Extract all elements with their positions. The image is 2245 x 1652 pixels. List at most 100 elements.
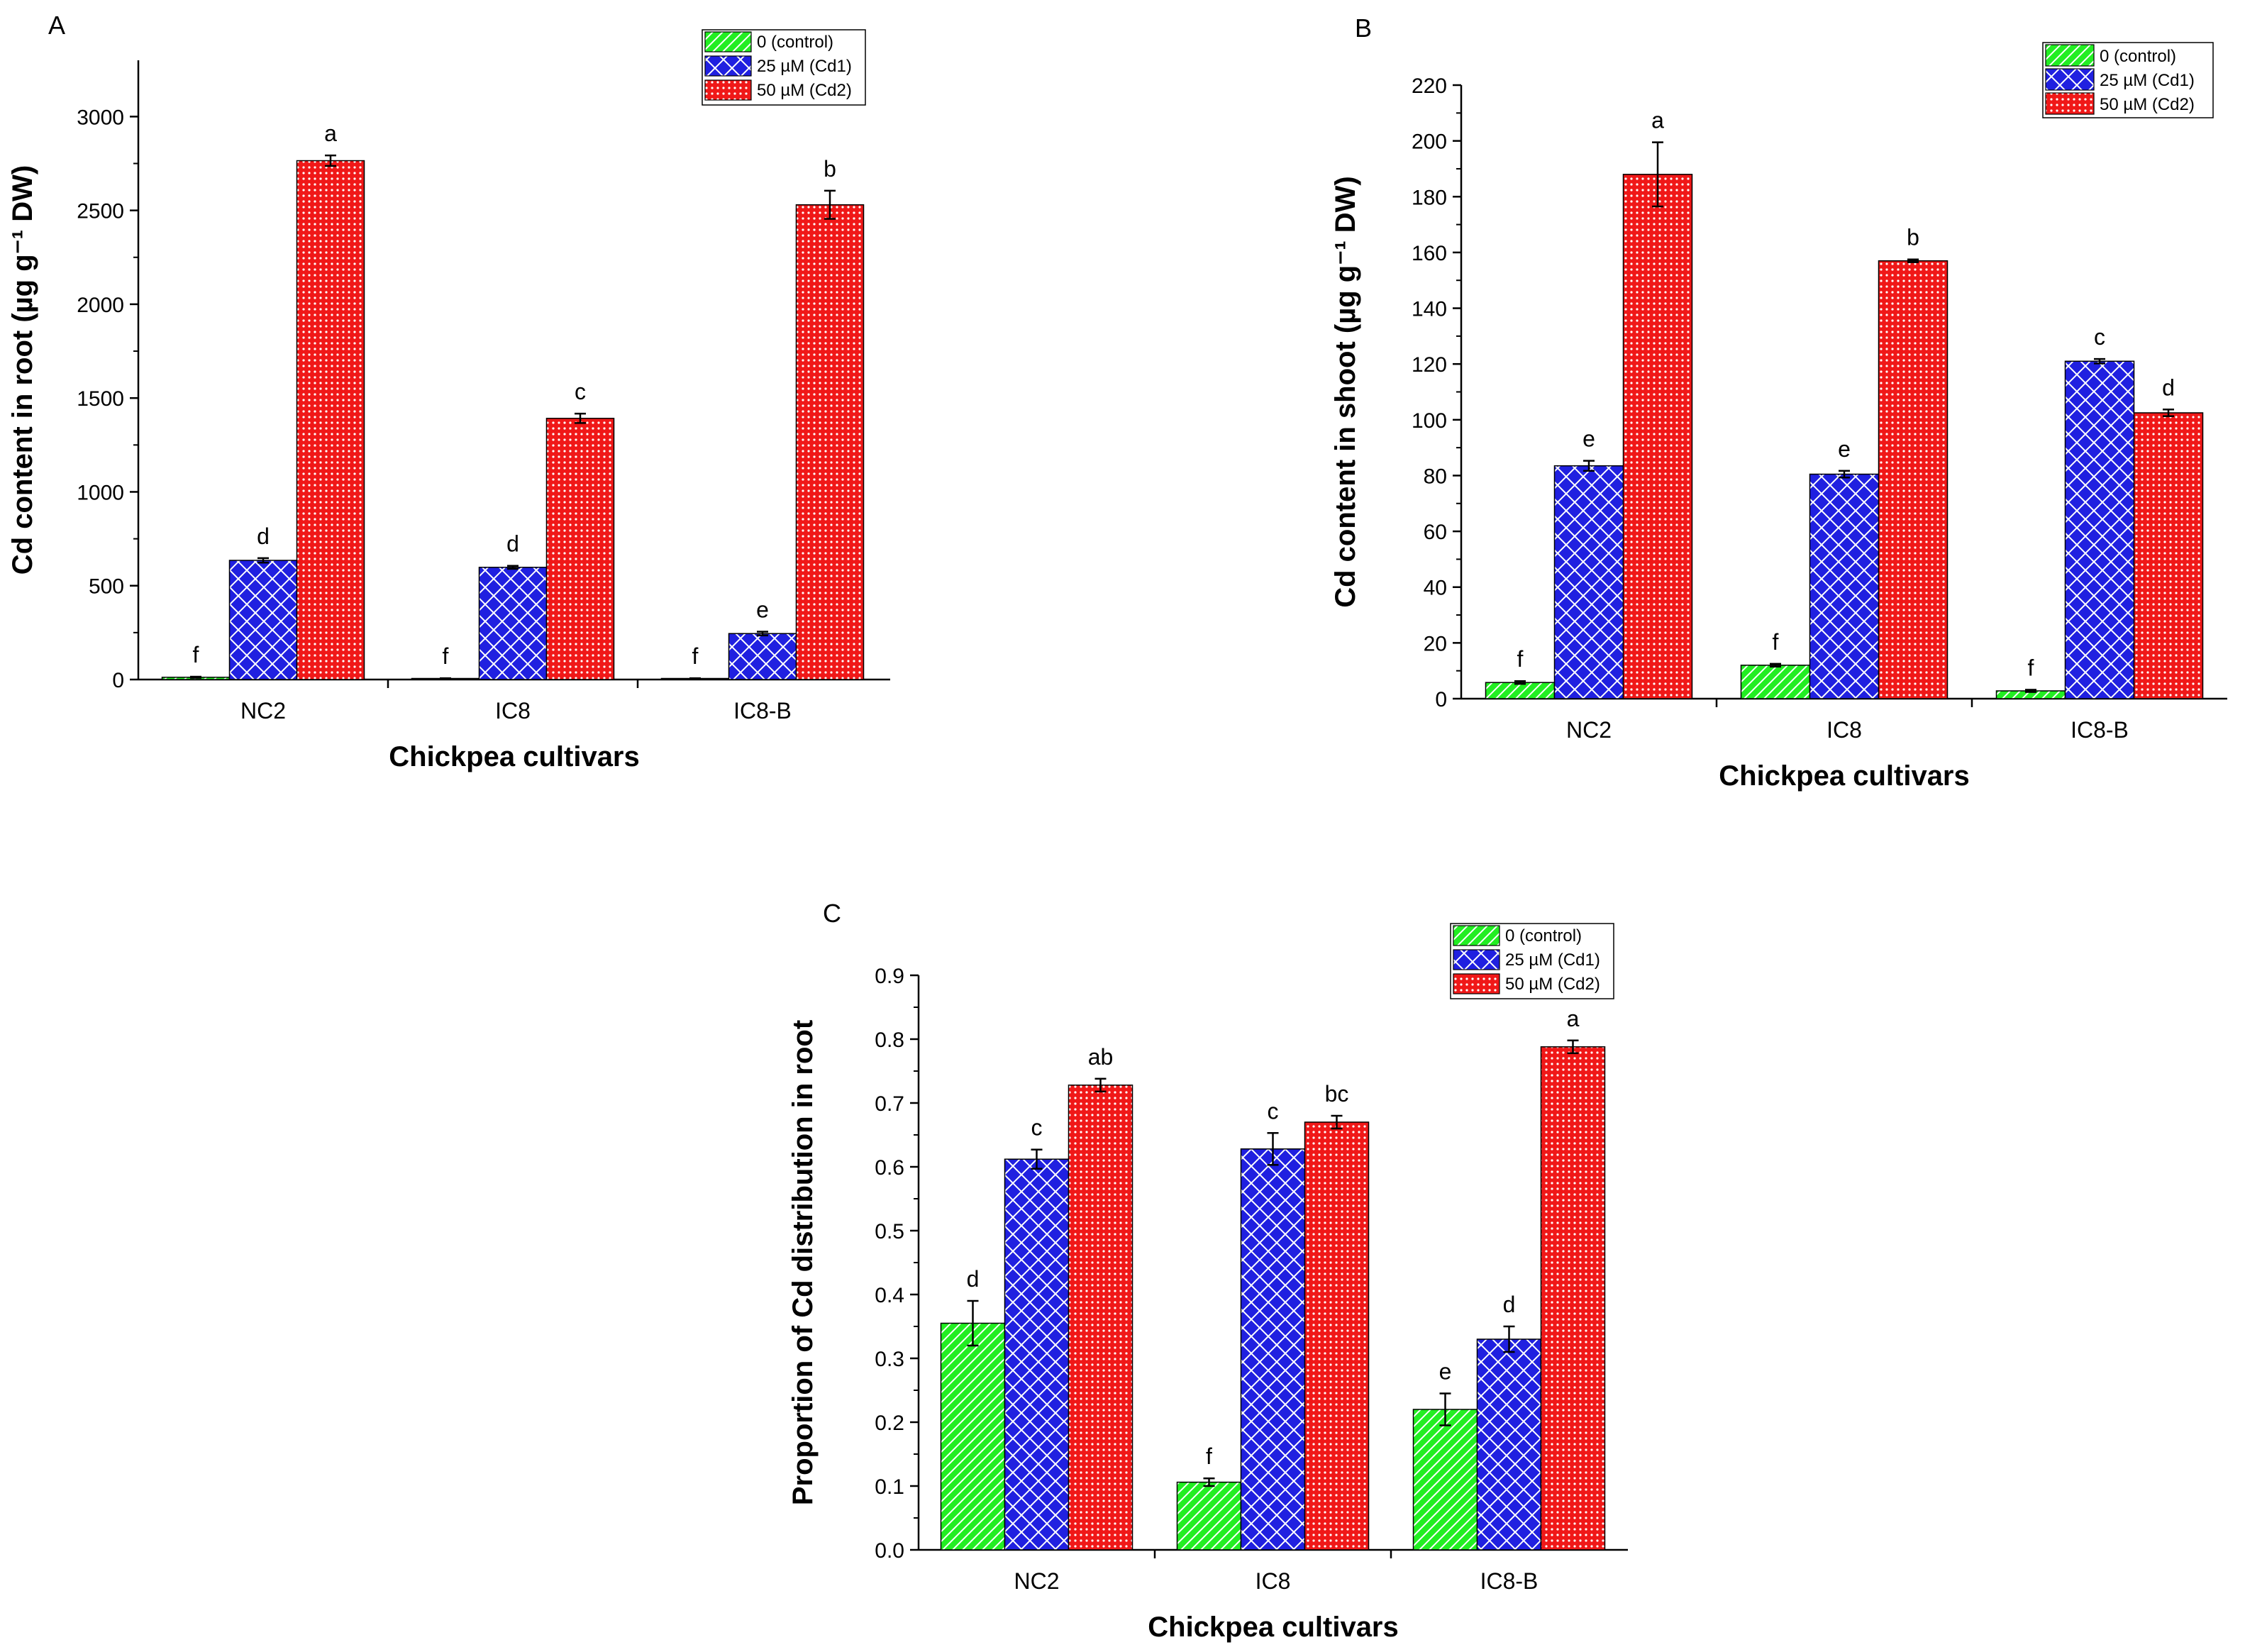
y-tick-label: 200 xyxy=(1412,131,1447,154)
legend-swatch xyxy=(704,79,752,101)
significance-letter: c xyxy=(2094,324,2105,350)
significance-letter: a xyxy=(1567,1006,1580,1031)
significance-letter: b xyxy=(1907,225,1919,250)
significance-letter: d xyxy=(1503,1292,1516,1317)
bar xyxy=(1809,473,1880,699)
legend-swatch xyxy=(704,31,752,52)
x-axis-title: Chickpea cultivars xyxy=(1719,760,1970,792)
panel-letter: C xyxy=(823,899,841,928)
legend-swatch xyxy=(1453,925,1500,946)
y-axis-title: Cd content in root (µg g⁻¹ DW) xyxy=(7,165,38,575)
y-tick-label: 0.9 xyxy=(875,965,904,988)
legend-label: 0 (control) xyxy=(757,33,833,52)
legend-label: 25 µM (Cd1) xyxy=(2100,71,2195,90)
legend-label: 0 (control) xyxy=(1505,926,1582,946)
y-tick-label: 3000 xyxy=(77,106,124,129)
panel-letter: B xyxy=(1355,13,1372,43)
bar xyxy=(795,204,865,680)
y-tick-label: 0.5 xyxy=(875,1220,904,1243)
bar xyxy=(296,160,365,680)
significance-letter: c xyxy=(575,379,586,404)
legend-swatch xyxy=(2045,68,2095,91)
panel-c: C 0.0 0.1 0.2 0.3 0.4 0.5 0.6 0.7 0.8 0.9 Proportio… xyxy=(787,899,1628,1643)
bar xyxy=(1878,260,1949,699)
x-tick-label: IC8 xyxy=(1255,1568,1291,1594)
y-tick-label: 80 xyxy=(1424,465,1447,488)
x-tick-label: IC8-B xyxy=(2071,717,2129,743)
y-tick-label: 500 xyxy=(89,575,124,599)
significance-letter: a xyxy=(324,121,337,146)
x-tick-label: IC8 xyxy=(495,698,531,724)
bar xyxy=(1540,1046,1606,1551)
x-axis-title: Chickpea cultivars xyxy=(1148,1612,1399,1643)
bar xyxy=(1485,682,1556,699)
x-tick-label: IC8-B xyxy=(1480,1568,1539,1594)
significance-letter: d xyxy=(967,1266,980,1292)
significance-letter: d xyxy=(257,523,270,549)
y-axis-title: Proportion of Cd distribution in root xyxy=(787,1020,819,1505)
y-tick-label: 1500 xyxy=(77,387,124,411)
y-tick-label: 100 xyxy=(1412,409,1447,433)
y-tick-label: 0 xyxy=(112,669,124,692)
x-tick-label: NC2 xyxy=(1014,1568,1059,1594)
significance-letter: bc xyxy=(1325,1081,1349,1107)
bar xyxy=(478,567,548,680)
bar xyxy=(2133,412,2204,699)
significance-letter: ab xyxy=(1088,1044,1114,1070)
y-tick-label: 0.1 xyxy=(875,1475,904,1499)
significance-letter: f xyxy=(443,643,449,669)
significance-letter: e xyxy=(1838,436,1851,462)
x-tick-label: IC8 xyxy=(1827,717,1862,743)
bar xyxy=(1240,1148,1306,1551)
significance-letter: f xyxy=(2028,655,2034,680)
significance-letter: a xyxy=(1651,108,1664,133)
bar xyxy=(1740,665,1811,699)
x-tick-label: NC2 xyxy=(240,698,286,724)
bar xyxy=(228,560,298,680)
legend-swatch xyxy=(2045,44,2095,67)
legend-swatch xyxy=(1453,949,1500,970)
bar xyxy=(1004,1158,1070,1551)
y-tick-label: 2000 xyxy=(77,294,124,317)
legend-label: 50 µM (Cd2) xyxy=(1505,975,1600,994)
y-tick-label: 20 xyxy=(1424,632,1447,655)
legend-swatch xyxy=(704,55,752,77)
legend-label: 25 µM (Cd1) xyxy=(757,57,852,76)
significance-letter: b xyxy=(824,156,836,182)
significance-letter: f xyxy=(1773,629,1779,655)
significance-letter: c xyxy=(1031,1115,1043,1141)
y-tick-label: 160 xyxy=(1412,242,1447,265)
bar xyxy=(2064,360,2135,699)
panel-b: B 0 20 40 60 80 100 120 140 160 180 200 220 Cd conten… xyxy=(1330,13,2227,792)
legend-label: 0 (control) xyxy=(2100,47,2176,66)
significance-letter: c xyxy=(1268,1098,1279,1124)
y-tick-label: 1000 xyxy=(77,481,124,504)
y-tick-label: 140 xyxy=(1412,298,1447,321)
significance-letter: e xyxy=(756,597,769,623)
y-tick-label: 120 xyxy=(1412,353,1447,377)
bar xyxy=(545,418,615,680)
legend-label: 25 µM (Cd1) xyxy=(1505,950,1600,970)
bar xyxy=(1622,174,1693,699)
legend-label: 50 µM (Cd2) xyxy=(2100,95,2195,114)
significance-letter: e xyxy=(1582,426,1595,452)
legend-label: 50 µM (Cd2) xyxy=(757,81,852,100)
legend-swatch xyxy=(1453,973,1500,994)
y-tick-label: 220 xyxy=(1412,74,1447,98)
panel-a: A 0 500 1000 1500 2000 2500 3000 Cd content in r… xyxy=(7,11,890,772)
y-tick-label: 0 xyxy=(1435,688,1447,711)
legend-swatch xyxy=(2045,92,2095,115)
y-tick-label: 2500 xyxy=(77,200,124,223)
y-tick-label: 60 xyxy=(1424,521,1447,544)
significance-letter: f xyxy=(193,642,199,667)
significance-letter: f xyxy=(692,643,699,669)
x-tick-label: NC2 xyxy=(1566,717,1612,743)
y-tick-label: 0.4 xyxy=(875,1284,904,1307)
bar xyxy=(728,633,797,680)
bar xyxy=(1553,465,1624,699)
y-tick-label: 0.0 xyxy=(875,1539,904,1563)
bar xyxy=(940,1322,1006,1551)
bar xyxy=(1476,1338,1542,1551)
significance-letter: f xyxy=(1206,1443,1212,1469)
